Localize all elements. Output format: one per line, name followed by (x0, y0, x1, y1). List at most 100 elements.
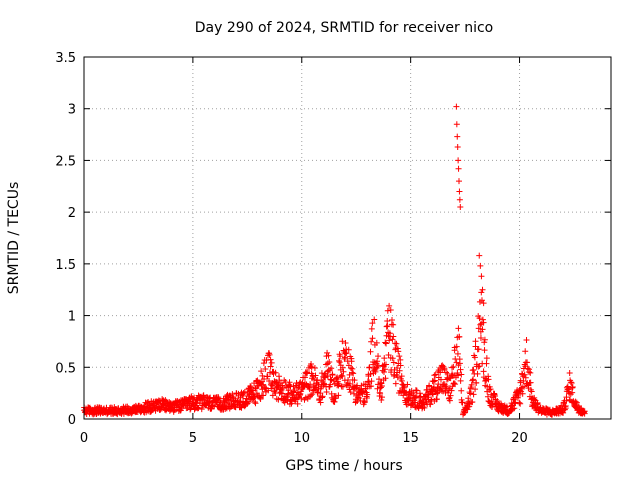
data-point (427, 401, 434, 408)
data-point (475, 325, 482, 332)
data-point (521, 371, 528, 378)
data-point (389, 355, 396, 362)
data-point (516, 399, 523, 406)
data-point (309, 373, 316, 380)
data-point (383, 361, 390, 368)
data-point (317, 399, 324, 406)
data-point (345, 346, 352, 353)
data-point (124, 403, 131, 410)
data-point (377, 379, 384, 386)
grid (84, 57, 611, 419)
data-point (367, 370, 374, 377)
data-point (482, 378, 489, 385)
data-point (453, 103, 460, 110)
data-point (258, 368, 265, 375)
data-point (340, 368, 347, 375)
data-point (198, 406, 205, 413)
x-axis-label: GPS time / hours (285, 458, 402, 474)
data-point (342, 350, 349, 357)
data-point (355, 392, 362, 399)
data-point (328, 365, 335, 372)
data-point (386, 302, 393, 309)
data-point (265, 387, 272, 394)
data-point (261, 375, 268, 382)
data-point (389, 336, 396, 343)
data-point (269, 382, 276, 389)
data-point (310, 387, 317, 394)
data-point (341, 355, 348, 362)
data-point (272, 369, 279, 376)
data-point (483, 355, 490, 362)
data-point (273, 385, 280, 391)
data-point (494, 398, 501, 405)
data-point (382, 375, 389, 382)
data-point (275, 396, 282, 403)
data-point (437, 376, 444, 383)
y-tick-label: 3.5 (55, 51, 76, 66)
data-point (377, 390, 384, 397)
data-point (368, 338, 375, 345)
data-point (256, 393, 263, 400)
data-point (335, 392, 342, 399)
y-axis-label: SRMTID / TECUs (6, 182, 22, 295)
data-point (329, 372, 336, 379)
data-point (206, 395, 213, 402)
data-point (569, 384, 576, 391)
data-point (456, 196, 463, 203)
data-point (200, 392, 207, 399)
data-point (327, 381, 334, 388)
data-point (397, 362, 404, 369)
y-tick-label: 1.5 (55, 258, 76, 273)
data-point (578, 405, 585, 412)
data-point (563, 397, 570, 404)
data-point (484, 393, 491, 400)
data-point (380, 369, 387, 376)
data-point (195, 404, 202, 411)
data-point (297, 390, 304, 397)
data-point (470, 366, 477, 373)
data-point (479, 316, 486, 323)
data-point (480, 300, 487, 307)
data-point (356, 394, 363, 401)
data-point (457, 377, 464, 384)
data-point (327, 376, 334, 383)
data-point (379, 394, 386, 401)
data-point (430, 383, 437, 390)
data-point (361, 398, 368, 405)
data-point (435, 381, 442, 388)
data-point (303, 370, 310, 377)
data-point (488, 398, 495, 405)
y-tick-label: 3 (68, 103, 76, 118)
data-point (477, 321, 484, 328)
data-point (519, 390, 526, 397)
data-point (324, 373, 331, 380)
data-point (308, 360, 315, 367)
data-point (392, 380, 399, 387)
data-point (336, 359, 343, 366)
data-point (336, 357, 343, 364)
data-point (390, 373, 397, 380)
ticks: 0 0.5 1 1.5 2 2.5 3 3.5 0 5 10 15 20 (55, 51, 611, 446)
data-point (469, 377, 476, 384)
data-point (267, 356, 274, 363)
data-point (339, 373, 346, 380)
data-point (471, 354, 478, 361)
data-point (457, 366, 464, 373)
data-point (247, 383, 254, 390)
data-point (260, 360, 267, 367)
data-point (277, 386, 284, 393)
data-point (458, 387, 465, 394)
x-tick-label: 0 (80, 431, 88, 446)
data-point (304, 369, 311, 376)
data-point (560, 409, 567, 416)
data-point (145, 399, 152, 406)
data-point (390, 359, 397, 366)
data-point (429, 391, 436, 398)
data-point (430, 378, 437, 385)
data-point (383, 340, 390, 347)
data-point (312, 372, 319, 379)
data-point (376, 376, 383, 383)
data-point (446, 397, 453, 404)
data-point (470, 391, 477, 398)
